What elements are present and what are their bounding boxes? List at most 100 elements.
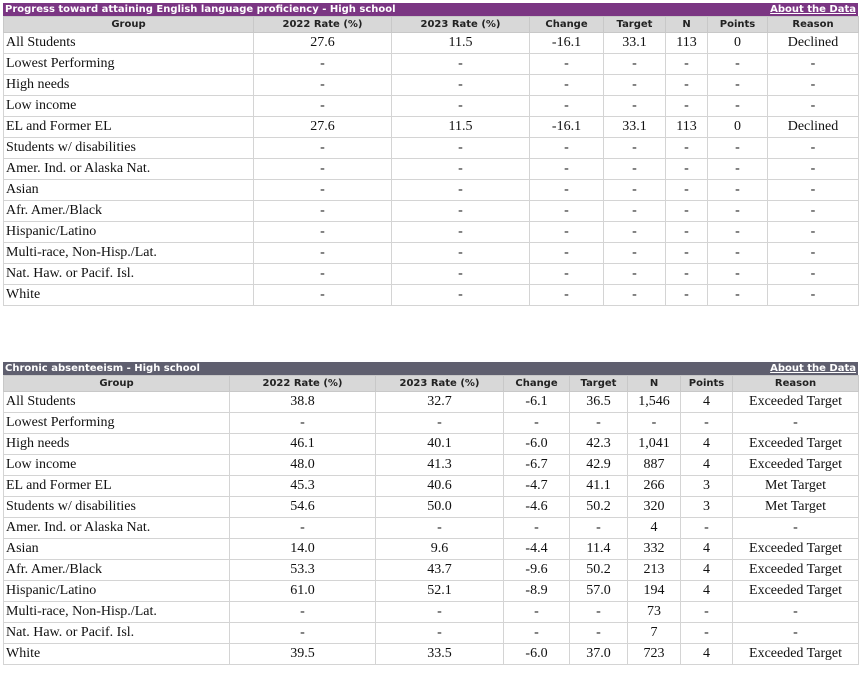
value-cell: - [707,179,768,201]
value-cell: - [665,137,708,159]
value-cell: 14.0 [229,538,376,560]
column-header: Target [569,375,628,392]
value-cell: 3 [680,475,733,497]
elp-about-link[interactable]: About the Data [770,4,856,15]
value-cell: - [253,284,392,306]
value-cell: 50.2 [569,496,628,518]
value-cell: 4 [680,538,733,560]
group-cell: High needs [3,433,230,455]
value-cell: - [569,601,628,623]
absenteeism-about-link[interactable]: About the Data [770,363,856,374]
value-cell: 39.5 [229,643,376,665]
value-cell: 27.6 [253,116,392,138]
value-cell: 194 [627,580,681,602]
value-cell: - [680,412,733,434]
value-cell: - [253,242,392,264]
value-cell: - [503,517,570,539]
value-cell: Exceeded Target [732,538,859,560]
value-cell: 48.0 [229,454,376,476]
value-cell: - [665,200,708,222]
value-cell: - [391,284,530,306]
value-cell: - [603,242,666,264]
value-cell: - [707,284,768,306]
value-cell: - [391,179,530,201]
value-cell: - [732,601,859,623]
table-row: High needs 46.1 40.1 -6.0 42.3 1,041 4 Exceeded… [3,433,859,455]
value-cell: - [707,158,768,180]
value-cell: 41.1 [569,475,628,497]
value-cell: - [253,221,392,243]
value-cell: 9.6 [375,538,504,560]
value-cell: - [569,412,628,434]
value-cell: 42.3 [569,433,628,455]
group-cell: Multi-race, Non-Hisp./Lat. [3,601,230,623]
table-row: All Students 27.6 11.5 -16.1 33.1 113 0 Decline… [3,32,859,54]
value-cell: - [529,200,604,222]
value-cell: - [529,179,604,201]
group-cell: Asian [3,179,254,201]
elp-panel: Progress toward attaining English langua… [3,3,859,306]
group-cell: Lowest Performing [3,53,254,75]
group-cell: All Students [3,391,230,413]
value-cell: 11.4 [569,538,628,560]
value-cell: - [707,263,768,285]
value-cell: 45.3 [229,475,376,497]
table-row: All Students 38.8 32.7 -6.1 36.5 1,546 4 Exceed… [3,391,859,413]
value-cell: Exceeded Target [732,454,859,476]
group-cell: Lowest Performing [3,412,230,434]
value-cell: - [391,95,530,117]
value-cell: 213 [627,559,681,581]
value-cell: 38.8 [229,391,376,413]
value-cell: - [529,263,604,285]
value-cell: - [529,95,604,117]
value-cell: 1,041 [627,433,681,455]
absenteeism-title: Chronic absenteeism - High school [5,363,200,374]
value-cell: - [665,242,708,264]
value-cell: 11.5 [391,116,530,138]
value-cell: - [707,242,768,264]
value-cell: - [707,200,768,222]
value-cell: - [665,263,708,285]
value-cell: - [253,95,392,117]
table-row: Lowest Performing - - - - - - - [3,412,859,434]
table-row: Students w/ disabilities 54.6 50.0 -4.6 50.2… [3,496,859,518]
table-row: Asian - - - - - - - [3,179,859,201]
value-cell: 11.5 [391,32,530,54]
value-cell: - [529,284,604,306]
value-cell: - [529,221,604,243]
value-cell: - [603,137,666,159]
value-cell: - [767,137,859,159]
value-cell: Declined [767,116,859,138]
group-cell: EL and Former EL [3,116,254,138]
group-cell: Hispanic/Latino [3,221,254,243]
value-cell: - [253,74,392,96]
value-cell: 41.3 [375,454,504,476]
value-cell: - [665,158,708,180]
elp-title: Progress toward attaining English langua… [5,4,396,15]
value-cell: 4 [680,454,733,476]
value-cell: - [253,137,392,159]
value-cell: - [375,601,504,623]
value-cell: - [375,517,504,539]
value-cell: - [707,221,768,243]
value-cell: -8.9 [503,580,570,602]
table-row: Students w/ disabilities - - - - - - - [3,137,859,159]
value-cell: - [767,74,859,96]
value-cell: 32.7 [375,391,504,413]
value-cell: 1,546 [627,391,681,413]
value-cell: 61.0 [229,580,376,602]
value-cell: - [529,74,604,96]
value-cell: - [665,284,708,306]
value-cell: 46.1 [229,433,376,455]
value-cell: - [707,74,768,96]
value-cell: - [391,263,530,285]
value-cell: - [767,221,859,243]
value-cell: 4 [680,643,733,665]
table-row: EL and Former EL 27.6 11.5 -16.1 33.1 113 0 Dec… [3,116,859,138]
group-cell: Amer. Ind. or Alaska Nat. [3,517,230,539]
table-row: White 39.5 33.5 -6.0 37.0 723 4 Exceeded Target [3,643,859,665]
value-cell: Exceeded Target [732,391,859,413]
table-row: Hispanic/Latino - - - - - - - [3,221,859,243]
value-cell: 33.1 [603,32,666,54]
value-cell: 54.6 [229,496,376,518]
